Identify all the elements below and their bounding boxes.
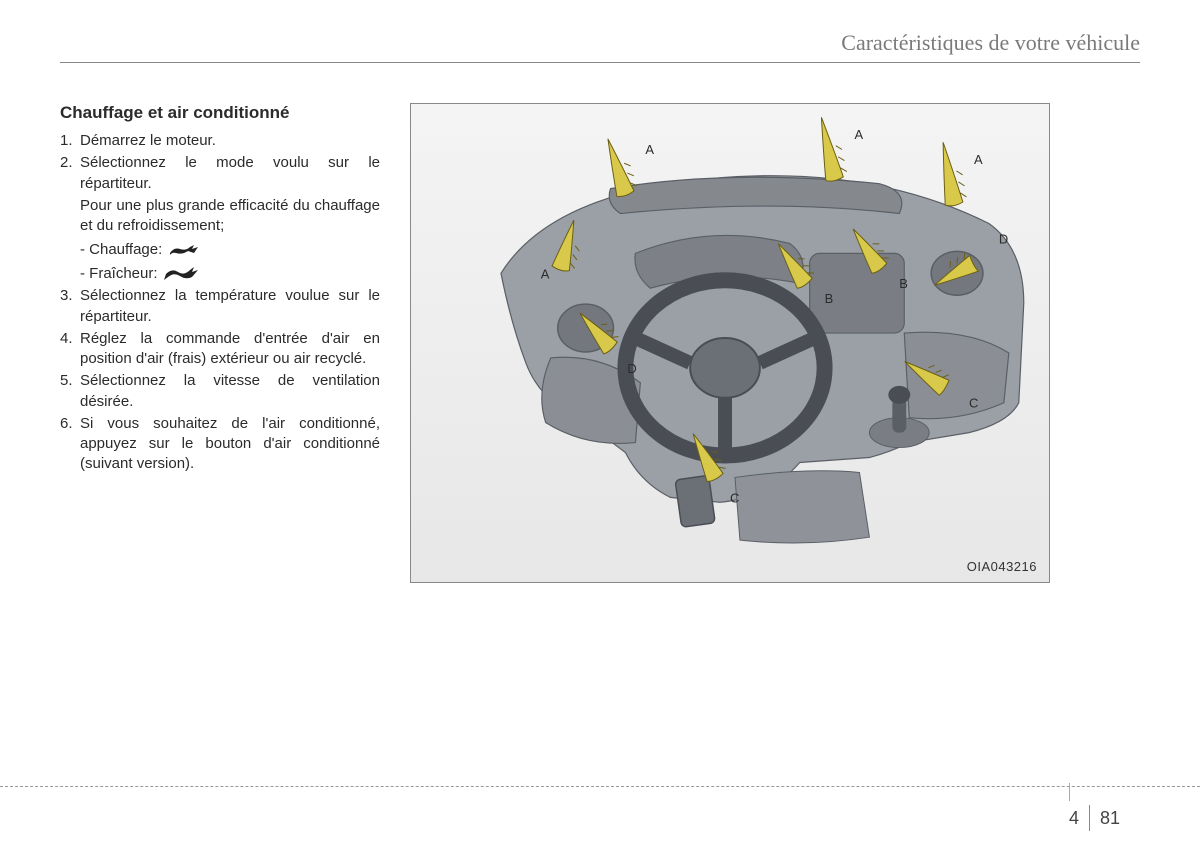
footer-tick xyxy=(1069,783,1070,801)
page-number-value: 81 xyxy=(1100,808,1120,829)
footer-rule xyxy=(0,786,1200,787)
page-separator xyxy=(1089,805,1090,831)
vent-arrow-a: A xyxy=(821,117,863,181)
chapter-header: Caractéristiques de votre véhicule xyxy=(60,30,1140,63)
cooling-label: - Fraîcheur: xyxy=(80,262,158,286)
step-5: Sélectionnez la vitesse de ventilation d… xyxy=(60,371,380,412)
svg-text:A: A xyxy=(645,142,654,157)
center-console xyxy=(735,471,869,543)
cooling-icon xyxy=(164,264,198,284)
steps-list-cont: Sélectionnez la température voulue sur l… xyxy=(60,286,380,474)
heating-icon xyxy=(168,241,200,259)
svg-text:C: C xyxy=(969,396,978,411)
heating-line: - Chauffage: xyxy=(60,238,380,262)
step-3: Sélectionnez la température voulue sur l… xyxy=(60,286,380,327)
cooling-line: - Fraîcheur: xyxy=(60,262,380,286)
step-6: Si vous souhaitez de l'air conditionné, … xyxy=(60,414,380,475)
step-2-subtext: Pour une plus grande efficacité du chauf… xyxy=(60,196,380,237)
svg-text:D: D xyxy=(999,231,1008,246)
svg-text:D: D xyxy=(627,361,636,376)
page-number: 4 81 xyxy=(1069,805,1120,831)
section-title: Chauffage et air conditionné xyxy=(60,103,380,123)
text-column: Chauffage et air conditionné Démarrez le… xyxy=(60,103,380,583)
step-4: Réglez la commande d'entrée d'air en pos… xyxy=(60,329,380,370)
steps-list: Démarrez le moteur. Sélectionnez le mode… xyxy=(60,131,380,194)
step-1: Démarrez le moteur. xyxy=(60,131,380,151)
heating-label: - Chauffage: xyxy=(80,238,162,262)
svg-text:A: A xyxy=(974,152,983,167)
pedal xyxy=(675,475,715,527)
figure-code: OIA043216 xyxy=(967,559,1037,574)
svg-text:C: C xyxy=(730,490,739,505)
svg-text:A: A xyxy=(541,266,550,281)
svg-text:B: B xyxy=(825,291,834,306)
svg-text:B: B xyxy=(899,276,908,291)
chapter-number: 4 xyxy=(1069,808,1079,829)
vent-arrow-a: A xyxy=(943,142,983,206)
dashboard-figure: A A A A B B C C D D OIA043216 xyxy=(410,103,1050,583)
step-2: Sélectionnez le mode voulu sur le répart… xyxy=(60,153,380,194)
dashboard-illustration: A A A A B B C C D D xyxy=(411,104,1049,582)
svg-text:A: A xyxy=(854,127,863,142)
